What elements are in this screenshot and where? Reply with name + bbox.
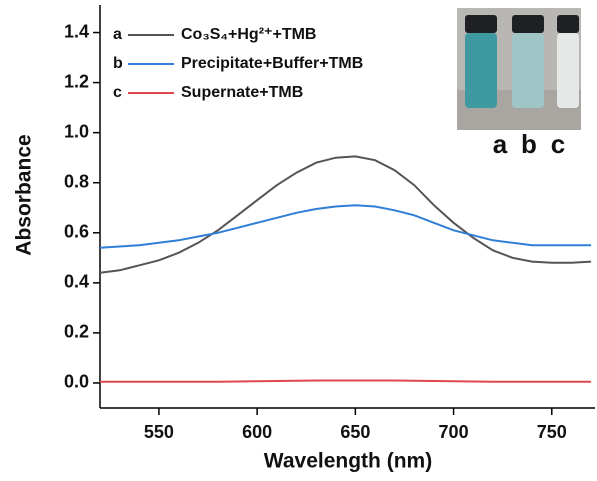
data-line bbox=[100, 379, 592, 383]
legend-letter: c bbox=[113, 84, 122, 101]
x-tick-label: 700 bbox=[439, 422, 469, 442]
y-tick-label: 0.6 bbox=[64, 222, 89, 242]
y-axis-title: Absorbance bbox=[13, 134, 36, 255]
x-tick-label: 550 bbox=[144, 422, 174, 442]
y-tick-label: 1.2 bbox=[64, 71, 89, 91]
inset-label: a bbox=[493, 129, 508, 159]
x-tick-label: 750 bbox=[537, 422, 567, 442]
legend-label: Precipitate+Buffer+TMB bbox=[181, 55, 363, 72]
inset-photo bbox=[457, 8, 581, 130]
legend-label: Co₃S₄+Hg²⁺+TMB bbox=[181, 26, 316, 43]
x-axis-title: Wavelength (nm) bbox=[264, 450, 432, 473]
y-tick-label: 0.0 bbox=[64, 372, 89, 392]
inset-label: c bbox=[551, 129, 565, 159]
legend-letter: a bbox=[113, 26, 122, 43]
data-line bbox=[99, 155, 592, 274]
legend-letter: b bbox=[113, 55, 123, 72]
y-tick-label: 0.2 bbox=[64, 322, 89, 342]
y-tick-label: 0.4 bbox=[64, 272, 89, 292]
inset-label: b bbox=[521, 129, 537, 159]
x-tick-label: 600 bbox=[242, 422, 272, 442]
y-tick-label: 1.4 bbox=[64, 21, 89, 41]
legend-label: Supernate+TMB bbox=[181, 84, 303, 101]
y-tick-label: 0.8 bbox=[64, 171, 89, 191]
y-tick-label: 1.0 bbox=[64, 121, 89, 141]
data-line bbox=[99, 204, 592, 249]
x-tick-label: 650 bbox=[340, 422, 370, 442]
